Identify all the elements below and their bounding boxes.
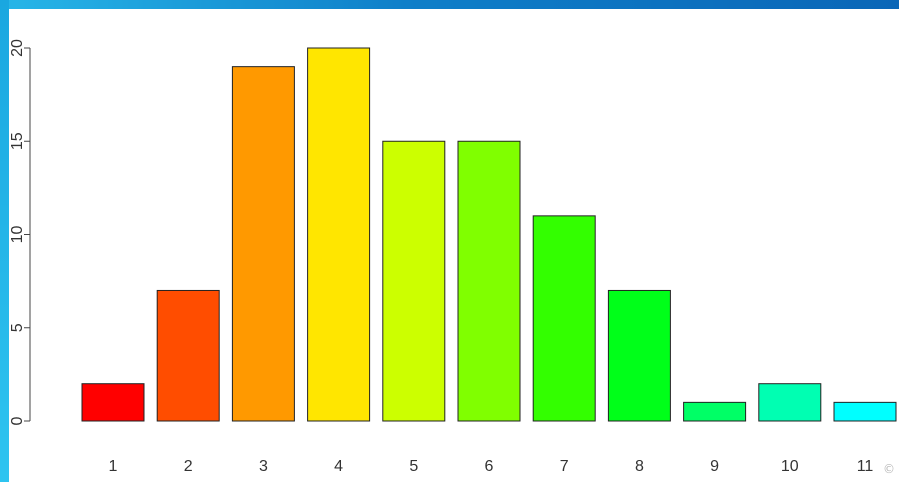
x-tick-label-5: 5 <box>409 458 418 475</box>
slide-top-border <box>0 0 899 9</box>
bar-1 <box>81 383 145 422</box>
y-tick-label: 20 <box>9 39 26 57</box>
x-tick-label-3: 3 <box>259 458 268 475</box>
x-tick-label-2: 2 <box>184 458 193 475</box>
x-tick-labels: 1 2 3 4 5 6 7 8 9 10 11 <box>109 458 874 475</box>
x-tick-label-6: 6 <box>485 458 494 475</box>
x-tick-label-10: 10 <box>781 458 799 475</box>
y-tick-label: 0 <box>9 416 26 425</box>
watermark-logo: © <box>883 462 895 476</box>
bar-2 <box>156 289 220 422</box>
bar-8 <box>607 289 671 422</box>
x-tick-label-4: 4 <box>334 458 343 475</box>
x-tick-label-9: 9 <box>710 458 719 475</box>
bar-7 <box>532 215 596 422</box>
bar-5 <box>382 140 446 422</box>
slide-left-border <box>0 0 9 482</box>
bar-6 <box>457 140 521 422</box>
x-tick-label-7: 7 <box>560 458 569 475</box>
y-tick-label: 10 <box>9 226 26 244</box>
bar-11 <box>833 401 897 422</box>
x-tick-label-11: 11 <box>857 458 874 475</box>
y-axis: 0 5 10 15 20 <box>9 39 31 425</box>
x-tick-label-1: 1 <box>109 458 118 475</box>
y-tick-label: 5 <box>9 323 26 332</box>
bar-4 <box>307 47 371 422</box>
y-tick-label: 15 <box>9 132 26 150</box>
x-tick-label-8: 8 <box>635 458 644 475</box>
bar-10 <box>758 383 822 422</box>
bar-3 <box>231 66 295 422</box>
bar-9 <box>683 401 747 422</box>
bars-group <box>81 47 897 422</box>
